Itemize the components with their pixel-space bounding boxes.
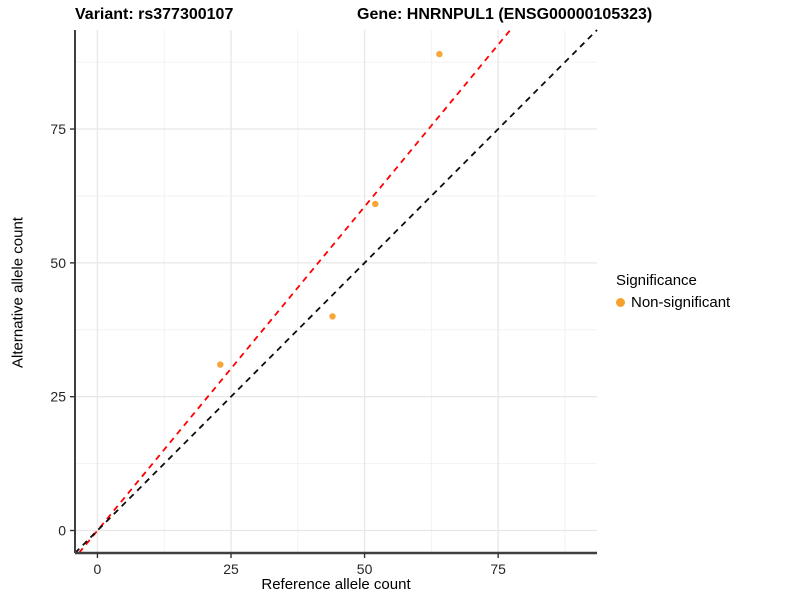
y-tick-label: 50	[50, 255, 66, 271]
axis-lines	[74, 30, 597, 555]
y-tick-label: 75	[50, 121, 66, 137]
scatter-plot: 0 25 50 75 0 25 50 75	[50, 29, 598, 577]
tick-labels: 0 25 50 75 0 25 50 75	[50, 121, 506, 577]
legend-entry-label: Non-significant	[631, 294, 731, 311]
data-point	[372, 200, 379, 208]
series-non-significant	[217, 50, 443, 368]
major-gridlines	[75, 30, 597, 553]
x-tick-label: 25	[223, 561, 239, 577]
legend: Significance Non-significant	[616, 272, 730, 311]
y-axis-title: Alternative allele count	[9, 217, 27, 368]
minor-gridlines	[75, 30, 597, 553]
legend-point-icon	[616, 298, 625, 307]
reference-lines	[74, 29, 598, 554]
plot-panel: 0 25 50 75 0 25 50 75	[50, 29, 598, 577]
y-tick-label: 0	[58, 523, 66, 539]
data-point	[436, 50, 443, 58]
legend-entry: Non-significant	[616, 294, 730, 311]
plot-title-gene: Gene: HNRNPUL1 (ENSG00000105323)	[357, 6, 653, 23]
data-point	[217, 361, 224, 368]
identity-line	[74, 29, 598, 554]
x-tick-label: 0	[94, 561, 102, 577]
axis-ticks	[70, 128, 499, 558]
fitted-ratio-line	[78, 29, 511, 554]
data-point	[329, 313, 336, 320]
plot-title-variant: Variant: rs377300107	[75, 6, 234, 23]
x-axis-title: Reference allele count	[261, 576, 411, 593]
legend-title: Significance	[616, 272, 697, 289]
y-tick-label: 25	[50, 389, 66, 405]
x-tick-label: 75	[490, 561, 506, 577]
x-tick-label: 50	[357, 561, 373, 577]
